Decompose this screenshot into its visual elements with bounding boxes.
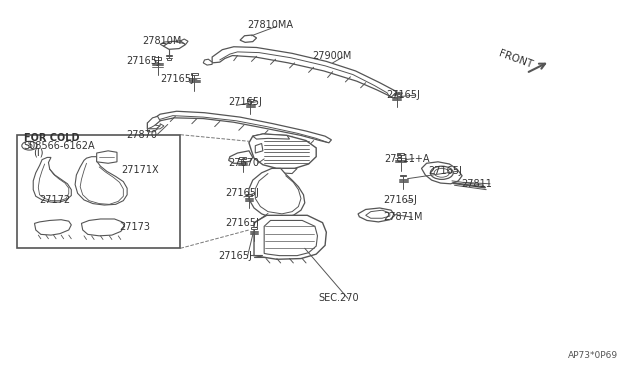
Polygon shape <box>156 124 164 129</box>
Polygon shape <box>167 58 171 60</box>
Polygon shape <box>239 157 246 159</box>
Polygon shape <box>391 94 400 98</box>
Polygon shape <box>228 151 253 163</box>
Text: FOR COLD: FOR COLD <box>24 134 79 143</box>
Polygon shape <box>251 227 257 228</box>
Polygon shape <box>147 129 157 132</box>
Polygon shape <box>160 42 170 46</box>
Polygon shape <box>277 169 297 174</box>
Polygon shape <box>180 39 188 45</box>
Polygon shape <box>240 35 257 42</box>
Polygon shape <box>247 99 253 101</box>
Polygon shape <box>154 57 161 60</box>
Polygon shape <box>365 210 390 218</box>
Text: 27171X: 27171X <box>121 165 159 175</box>
Polygon shape <box>212 47 397 97</box>
Polygon shape <box>147 125 160 129</box>
Polygon shape <box>83 137 90 139</box>
Polygon shape <box>264 221 317 256</box>
Text: 27173: 27173 <box>120 222 150 232</box>
Text: 27172: 27172 <box>40 195 70 205</box>
Text: 27900M: 27900M <box>312 51 352 61</box>
Text: 27165J: 27165J <box>160 74 194 84</box>
Text: 27811+A: 27811+A <box>385 154 430 164</box>
Text: 27165J: 27165J <box>218 251 252 261</box>
Polygon shape <box>35 220 71 235</box>
Polygon shape <box>358 208 395 222</box>
Polygon shape <box>422 162 462 184</box>
Polygon shape <box>75 157 127 205</box>
Polygon shape <box>249 134 316 169</box>
Polygon shape <box>394 93 400 94</box>
Text: SEC.270: SEC.270 <box>319 294 359 304</box>
Text: 27165J: 27165J <box>428 166 461 176</box>
Polygon shape <box>147 116 160 129</box>
Text: 27810MA: 27810MA <box>247 20 293 30</box>
Polygon shape <box>266 220 273 222</box>
Text: 27871M: 27871M <box>383 212 423 222</box>
Polygon shape <box>81 219 125 236</box>
Polygon shape <box>397 153 404 155</box>
Polygon shape <box>204 59 212 65</box>
Polygon shape <box>400 174 406 176</box>
Text: 27165J: 27165J <box>225 218 259 228</box>
Text: 27165J: 27165J <box>127 57 161 67</box>
Text: 27670: 27670 <box>228 158 259 168</box>
Bar <box>17 135 180 248</box>
Text: 27811: 27811 <box>461 179 492 189</box>
Polygon shape <box>249 169 305 218</box>
Polygon shape <box>255 144 263 153</box>
Text: S08566-6162A: S08566-6162A <box>24 141 95 151</box>
Text: FRONT: FRONT <box>497 49 534 70</box>
Polygon shape <box>254 215 326 259</box>
Text: 27165J: 27165J <box>228 97 262 107</box>
Polygon shape <box>253 134 289 139</box>
Polygon shape <box>33 157 71 202</box>
Polygon shape <box>246 194 252 196</box>
Polygon shape <box>191 73 198 76</box>
Text: 27165J: 27165J <box>225 188 259 198</box>
Text: (I): (I) <box>33 147 44 157</box>
Polygon shape <box>97 151 117 163</box>
Polygon shape <box>163 41 186 49</box>
Text: AP73*0P69: AP73*0P69 <box>568 351 618 360</box>
Text: S: S <box>27 141 32 150</box>
Text: 27165J: 27165J <box>383 195 417 205</box>
Text: 27165J: 27165J <box>386 90 420 100</box>
Polygon shape <box>394 92 403 97</box>
Polygon shape <box>147 111 332 143</box>
Text: 27810M: 27810M <box>142 36 182 46</box>
Text: 27870: 27870 <box>127 131 157 141</box>
